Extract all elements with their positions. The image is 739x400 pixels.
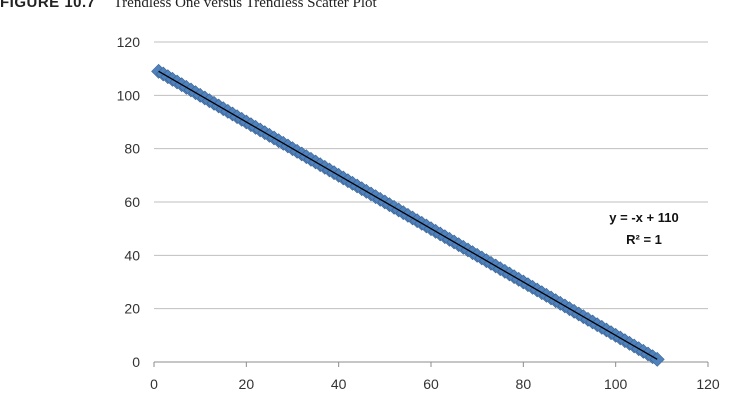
figure-label: FIGURE 10.7 — [0, 0, 96, 11]
figure-caption: FIGURE 10.7 Trendless One versus Trendles… — [0, 0, 377, 12]
axes — [153, 361, 709, 367]
y-tick-label: 100 — [117, 87, 141, 103]
figure-caption-text: Trendless One versus Trendless Scatter P… — [113, 0, 377, 11]
x-tick-label: 60 — [423, 376, 439, 392]
x-tick-label: 80 — [516, 376, 532, 392]
y-tick-label: 80 — [124, 141, 140, 157]
y-tick-label: 40 — [124, 247, 140, 263]
x-tick-label: 20 — [239, 376, 255, 392]
trendline-group — [158, 70, 658, 360]
y-tick-label: 60 — [124, 194, 140, 210]
trendline-equation: y = -x + 110 — [609, 210, 678, 225]
trendline — [158, 70, 658, 360]
y-tick-label: 0 — [132, 354, 140, 370]
x-tick-label: 120 — [696, 376, 720, 392]
y-tick-label: 20 — [124, 301, 140, 317]
x-tick-label: 0 — [150, 376, 158, 392]
tick-labels: 0 20 40 60 80 100 120 0 20 40 60 80 100 120 — [117, 34, 720, 392]
x-tick-label: 100 — [604, 376, 628, 392]
gridlines — [154, 41, 708, 310]
trendline-r-squared: R² = 1 — [626, 232, 662, 247]
y-tick-label: 120 — [117, 34, 141, 50]
x-tick-label: 40 — [331, 376, 347, 392]
